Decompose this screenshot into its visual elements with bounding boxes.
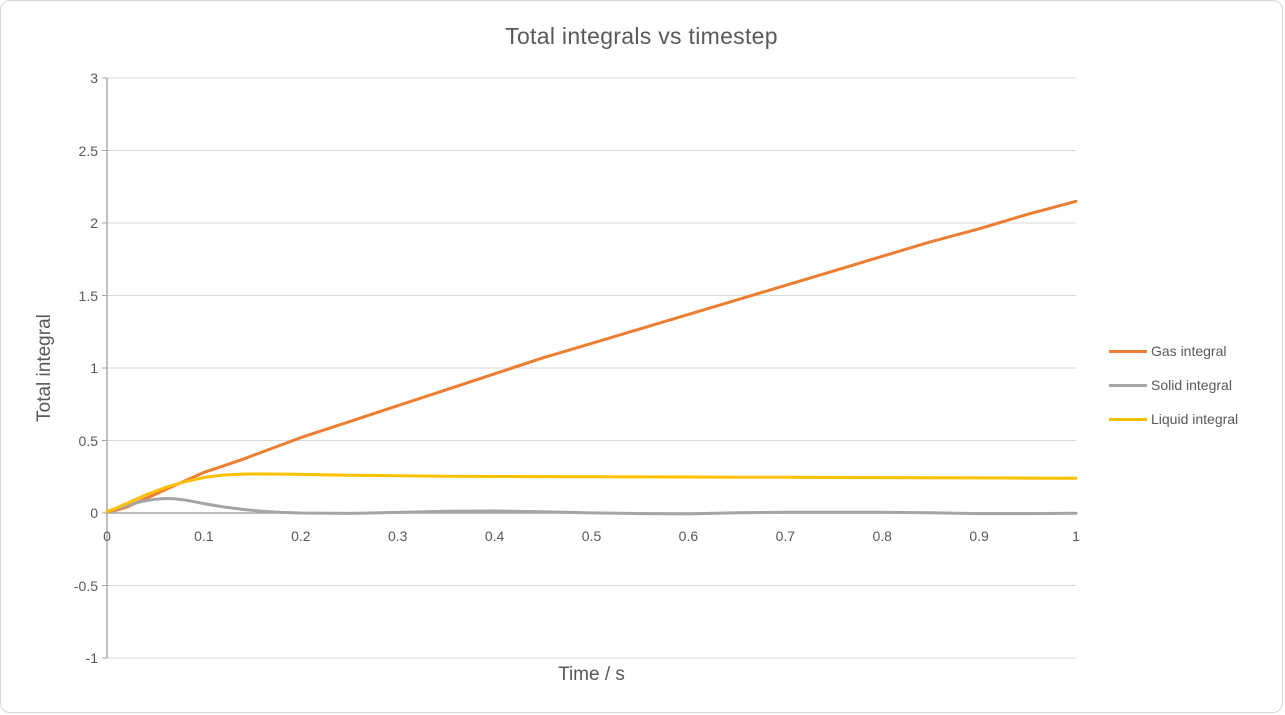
x-axis-tick-labels: 0 0.1 0.2 0.3 0.4 0.5 0.6 0.7 0.8 0.9 1 (1, 527, 1282, 547)
x-tick-label: 0.4 (484, 528, 505, 544)
y-axis-title: Total integral (34, 314, 55, 422)
chart-title: Total integrals vs timestep (505, 23, 778, 49)
legend-item-solid-integral: Solid integral (1109, 368, 1238, 402)
y-tick-label: 3 (90, 70, 98, 86)
legend-item-gas-integral: Gas integral (1109, 334, 1238, 368)
y-axis-tick-labels: 3 2.5 2 1.5 1 0.5 0 -0.5 -1 (1, 1, 98, 712)
x-tick-label: 0.2 (291, 528, 311, 544)
legend-swatch-liquid-integral (1109, 417, 1147, 421)
legend-swatch-gas-integral (1109, 349, 1147, 353)
x-tick-label: 0.7 (775, 528, 796, 544)
x-tick-label: 0.3 (387, 528, 408, 544)
legend: Gas integral Solid integral Liquid integra… (1109, 334, 1238, 436)
y-tick-label: 1.5 (78, 287, 98, 304)
y-tick-label: -0.5 (73, 577, 98, 594)
x-axis-title: Time / s (558, 664, 625, 685)
x-tick-label: 0.1 (194, 528, 214, 544)
y-tick-label: 1 (90, 360, 98, 376)
y-tick-label: 0 (90, 505, 98, 521)
x-tick-label: 0.8 (872, 528, 892, 544)
legend-label: Gas integral (1151, 343, 1227, 359)
legend-label: Solid integral (1151, 377, 1232, 393)
y-tick-label: 2 (90, 215, 98, 231)
x-tick-label: 1 (1072, 528, 1080, 544)
series-line-solid-integral (105, 497, 1078, 516)
x-tick-label: 0 (103, 528, 111, 544)
x-tick-label: 0.9 (969, 528, 989, 544)
series-line-gas-integral (105, 199, 1078, 514)
y-tick-label: 2.5 (78, 142, 98, 159)
legend-label: Liquid integral (1151, 411, 1239, 427)
legend-swatch-solid-integral (1109, 383, 1147, 387)
legend-item-liquid-integral: Liquid integral (1109, 402, 1238, 436)
x-tick-label: 0.6 (678, 528, 699, 544)
y-tick-label: 0.5 (78, 432, 98, 449)
y-tick-label: -1 (85, 650, 98, 666)
x-tick-label: 0.5 (581, 528, 602, 544)
series-line-liquid-integral (105, 472, 1078, 514)
